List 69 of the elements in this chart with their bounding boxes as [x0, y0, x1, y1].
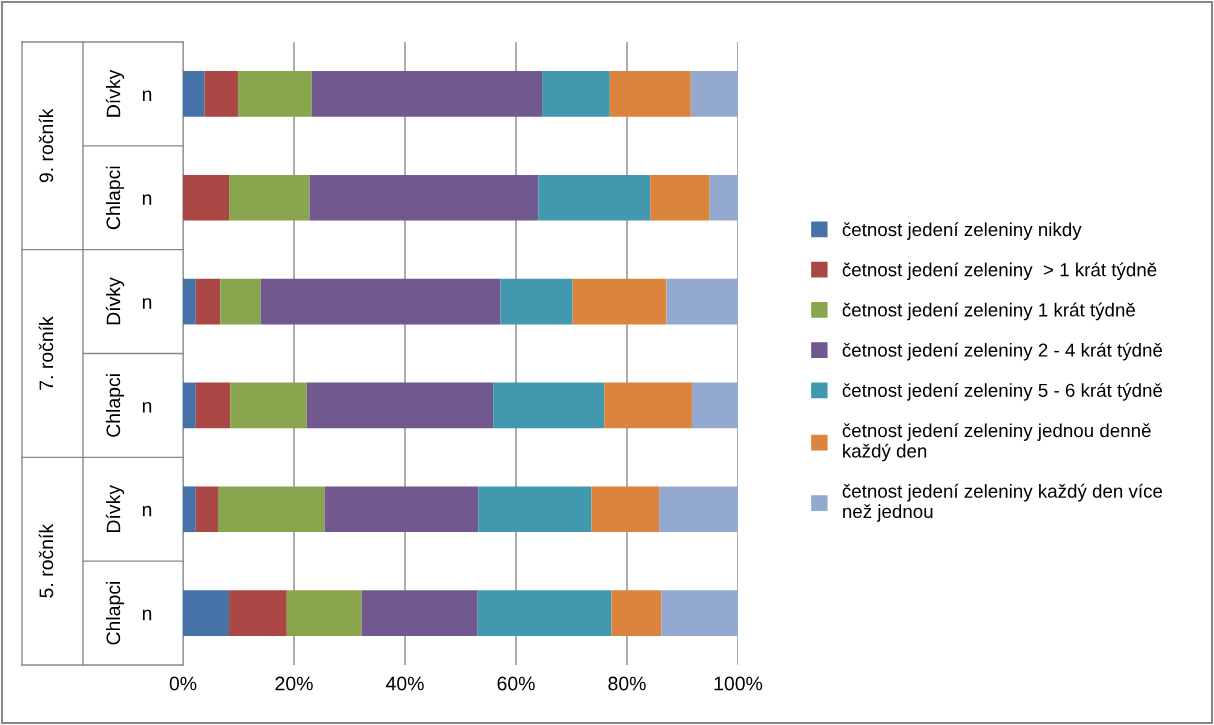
y-tick-label: n: [142, 402, 152, 413]
bar: [538, 174, 651, 221]
bar: [204, 71, 238, 117]
legend-label: četnost jedení zeleniny 1 krát týdně: [842, 302, 1135, 321]
bar: [195, 382, 231, 429]
bar: [611, 590, 662, 636]
bar: [324, 486, 479, 533]
legend-label: četnost jedení zeleniny 2 - 4 krát týdně: [842, 342, 1163, 361]
bar: [229, 590, 287, 636]
bar: [183, 71, 205, 117]
bar: [477, 590, 612, 636]
bar: [183, 590, 230, 636]
x-tick-label: 20%: [275, 676, 313, 691]
bar: [309, 174, 539, 221]
bar: [659, 486, 738, 533]
bar: [572, 278, 667, 325]
bar: [195, 278, 221, 325]
text: 9. ročník: [38, 108, 54, 183]
text: Dívky: [105, 69, 125, 117]
bar: [229, 174, 310, 221]
x-tick-label: 100%: [714, 676, 763, 691]
x-tick-label: 40%: [385, 676, 424, 691]
bar: [666, 278, 738, 325]
bar: [183, 382, 196, 429]
y-tick-label: n: [142, 609, 152, 621]
text: Chlapci: [105, 374, 125, 437]
bar: [217, 486, 325, 533]
legend-label: četnost jedení zeleniny nikdy: [842, 222, 1082, 240]
x-tick-label: 80%: [608, 676, 646, 691]
bar: [183, 486, 196, 533]
x-tick-label: 0%: [169, 676, 197, 691]
y-tick-label: n: [142, 194, 152, 205]
bar: [311, 71, 543, 117]
bar: [183, 174, 230, 221]
text: Chlapci: [105, 166, 125, 230]
bar: [230, 382, 307, 429]
bar: [690, 71, 738, 117]
bar: [591, 486, 660, 533]
legend-label: četnost jedení zeleniny každý den více než jednou: [842, 483, 1163, 522]
y-tick-label: n: [142, 298, 152, 309]
text: 7. ročník: [38, 316, 54, 390]
x-tick-label: 60%: [497, 676, 535, 691]
text: 5. ročník: [38, 523, 54, 598]
bar: [220, 278, 261, 325]
bar: [260, 278, 501, 325]
bar: [286, 590, 362, 636]
bar: [604, 382, 692, 429]
text: Dívky: [105, 277, 125, 325]
y-tick-label: n: [142, 505, 152, 517]
legend-label: četnost jedení zeleniny > 1 krát týdně: [842, 262, 1157, 281]
bar: [609, 71, 691, 117]
text: Chlapci: [105, 581, 125, 645]
bar: [237, 71, 312, 117]
bar: [650, 174, 710, 221]
text: Dívky: [105, 484, 125, 532]
bar: [709, 174, 738, 221]
legend-label: četnost jedení zeleniny jednou denně každý den: [842, 423, 1151, 462]
y-tick-label: n: [142, 90, 152, 101]
bar: [306, 382, 494, 429]
bar: [542, 71, 610, 117]
bar: [478, 486, 592, 533]
bar: [195, 486, 218, 533]
bar: [500, 278, 573, 325]
bar: [493, 382, 605, 429]
bar: [183, 278, 196, 325]
legend-label: četnost jedení zeleniny 5 - 6 krát týdně: [842, 382, 1163, 401]
bar: [691, 382, 738, 429]
bar: [661, 590, 738, 636]
bar: [361, 590, 478, 636]
